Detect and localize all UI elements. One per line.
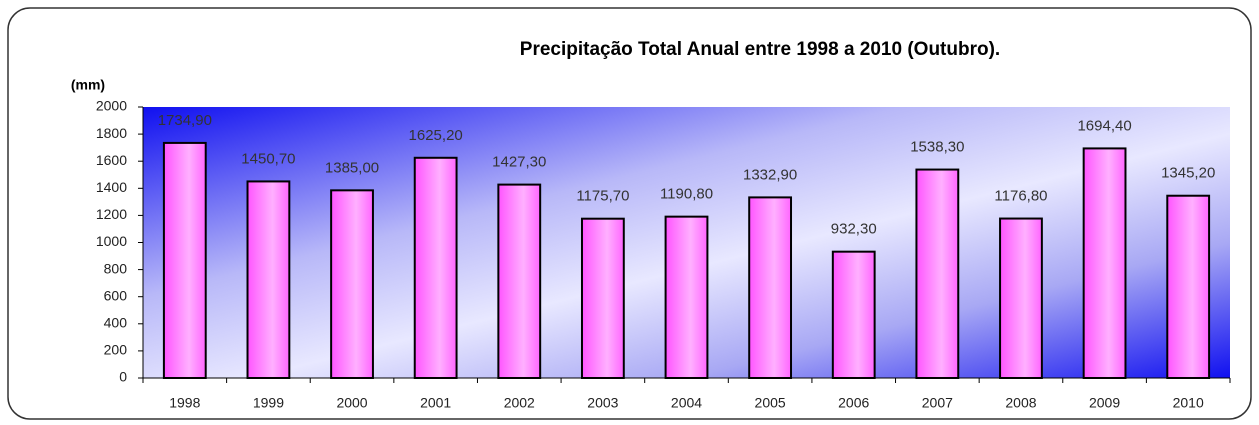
- bar: [580, 217, 625, 379]
- value-label: 1625,20: [409, 127, 463, 144]
- value-label: 1175,70: [576, 188, 629, 205]
- y-tick-label: 400: [104, 315, 128, 331]
- x-tick-label: 2002: [504, 395, 535, 411]
- x-tick-label: 2008: [1005, 395, 1036, 411]
- value-label: 1176,80: [994, 188, 1047, 205]
- bar: [999, 217, 1043, 379]
- value-label: 1345,20: [1161, 165, 1215, 182]
- x-tick-label: 2009: [1089, 395, 1120, 411]
- bar: [664, 215, 709, 379]
- bar: [413, 156, 458, 379]
- x-tick-label: 2003: [587, 395, 618, 411]
- bar: [1166, 194, 1211, 379]
- value-label: 1332,90: [743, 166, 797, 183]
- bar: [748, 196, 793, 379]
- value-label: 1538,30: [910, 139, 964, 156]
- bar: [246, 180, 291, 379]
- x-tick-label: 2007: [922, 395, 953, 411]
- x-tick-label: 1998: [169, 395, 200, 411]
- bar: [497, 183, 542, 379]
- x-tick-label: 2005: [755, 395, 786, 411]
- value-label: 932,30: [831, 221, 877, 238]
- y-tick-label: 0: [119, 369, 127, 385]
- x-tick-label: 2010: [1173, 395, 1204, 411]
- x-tick-label: 2006: [838, 395, 869, 411]
- y-tick-label: 1800: [96, 125, 127, 141]
- value-label: 1190,80: [660, 186, 713, 203]
- value-label: 1694,40: [1077, 117, 1131, 134]
- x-tick-label: 2000: [336, 395, 367, 411]
- y-tick-label: 600: [104, 287, 128, 303]
- y-tick-label: 1200: [96, 206, 127, 222]
- y-tick-label: 800: [104, 260, 128, 276]
- bar: [1082, 147, 1127, 379]
- value-label: 1427,30: [492, 154, 546, 171]
- value-label: 1734,90: [158, 112, 212, 129]
- bar: [330, 189, 374, 379]
- y-tick-label: 1600: [96, 152, 127, 168]
- bar: [831, 250, 876, 380]
- bar: [915, 168, 960, 379]
- y-tick-label: 2000: [96, 98, 127, 114]
- value-label: 1450,70: [241, 150, 295, 167]
- value-label: 1385,00: [325, 159, 379, 176]
- chart-title: Precipitação Total Anual entre 1998 a 20…: [520, 39, 1000, 60]
- y-tick-label: 1400: [96, 179, 127, 195]
- x-tick-label: 2004: [671, 395, 702, 411]
- y-tick-label: 1000: [96, 233, 127, 249]
- x-tick-label: 2001: [420, 395, 451, 411]
- bar: [162, 141, 207, 379]
- y-tick-label: 200: [104, 342, 128, 358]
- x-tick-label: 1999: [253, 395, 284, 411]
- y-axis-label: (mm): [71, 77, 105, 93]
